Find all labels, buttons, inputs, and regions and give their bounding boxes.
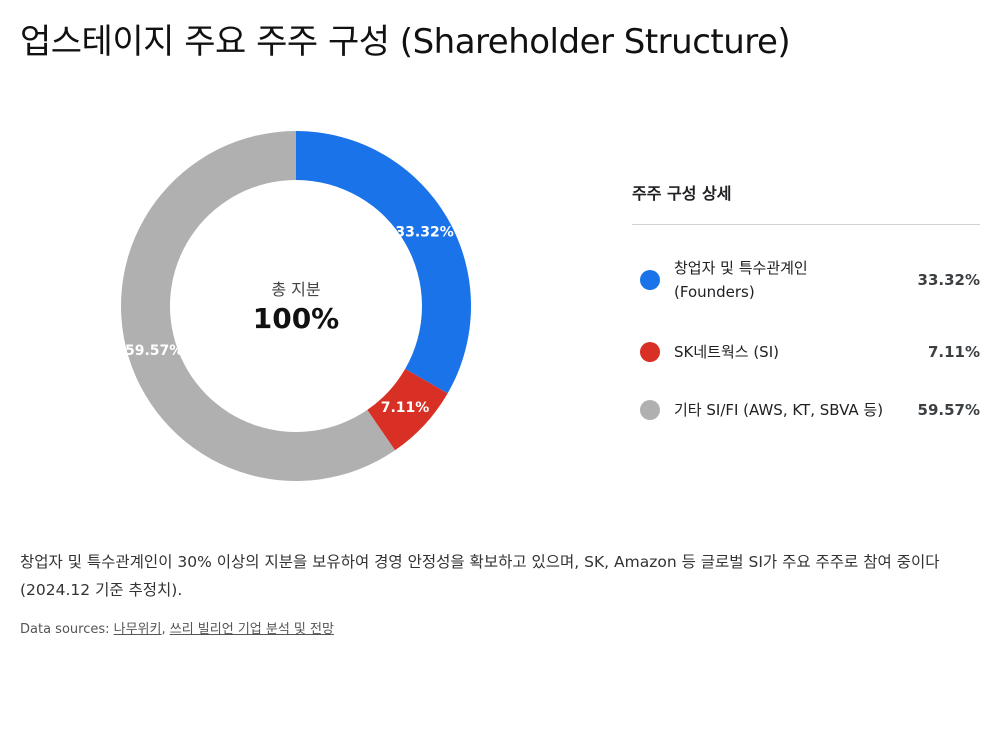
legend-swatch-founders	[640, 270, 660, 290]
legend-label-founders-line1: 창업자 및 특수관계인	[674, 259, 808, 277]
slice-label-founders: 33.32%	[395, 225, 453, 241]
legend-title: 주주 구성 상세	[632, 184, 732, 203]
source-link-analysis[interactable]: 쓰리 빌리언 기업 분석 및 전망	[169, 622, 334, 637]
slice-label-sk: 7.11%	[381, 400, 430, 416]
slice-label-others: 59.57%	[125, 343, 183, 359]
data-sources: Data sources: 나무위키, 쓰리 빌리언 기업 분석 및 전망	[20, 618, 334, 637]
donut-svg: 33.32% 7.11% 59.57%	[120, 131, 471, 481]
source-link-namuwiki[interactable]: 나무위키	[113, 622, 162, 637]
donut-slice-sk[interactable]	[367, 368, 448, 451]
legend-divider	[632, 224, 980, 225]
legend-label-founders: 창업자 및 특수관계인 (Founders)	[674, 256, 914, 304]
footnote-text: 창업자 및 특수관계인이 30% 이상의 지분을 보유하여 경영 안정성을 확보…	[20, 553, 940, 599]
legend-swatch-others	[640, 400, 660, 420]
donut-slice-others[interactable]	[120, 131, 396, 481]
sources-separator: ,	[161, 622, 170, 637]
legend-item-founders: 창업자 및 특수관계인 (Founders) 33.32%	[632, 256, 980, 304]
center-total-value: 100%	[252, 302, 340, 335]
legend-label-sk: SK네트웍스 (SI)	[674, 343, 779, 361]
legend-value-others: 59.57%	[917, 401, 980, 419]
center-caption: 총 지분	[271, 280, 321, 299]
chart-title: 업스테이지 주요 주주 구성 (Shareholder Structure)	[20, 22, 791, 62]
legend-label-founders-line2: (Founders)	[674, 283, 755, 301]
sources-prefix: Data sources:	[20, 622, 114, 637]
legend-label-others: 기타 SI/FI (AWS, KT, SBVA 등)	[674, 401, 884, 419]
legend-item-sk: SK네트웍스 (SI) 7.11%	[632, 340, 980, 364]
legend-item-others: 기타 SI/FI (AWS, KT, SBVA 등) 59.57%	[632, 398, 980, 422]
legend-value-sk: 7.11%	[927, 343, 980, 361]
legend-value-founders: 33.32%	[917, 271, 980, 289]
donut-slice-founders[interactable]	[296, 131, 471, 394]
legend-swatch-sk	[640, 342, 660, 362]
legend-panel: 주주 구성 상세 창업자 및 특수관계인 (Founders) 33.32% S…	[632, 180, 980, 420]
donut-chart: 33.32% 7.11% 59.57% 총 지분 100%	[120, 130, 472, 482]
